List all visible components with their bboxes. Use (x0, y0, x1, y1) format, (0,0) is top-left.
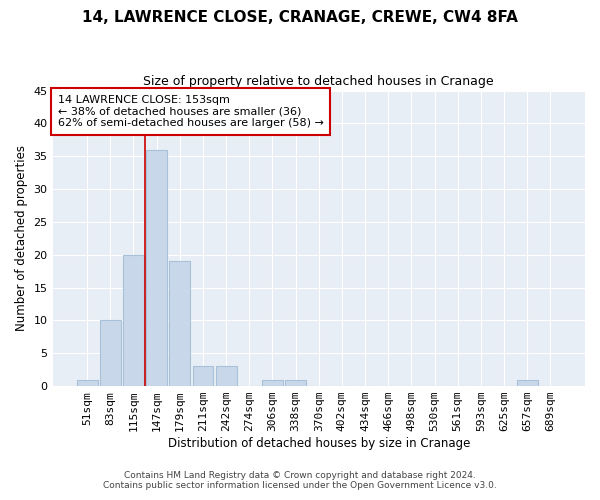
Bar (169, 262, 190, 386)
Bar (77, 380, 98, 386)
Bar (216, 366, 236, 386)
Text: 14 LAWRENCE CLOSE: 153sqm
← 38% of detached houses are smaller (36)
62% of semi-: 14 LAWRENCE CLOSE: 153sqm ← 38% of detac… (58, 95, 324, 128)
Bar (146, 150, 167, 386)
Y-axis label: Number of detached properties: Number of detached properties (15, 146, 28, 332)
Bar (193, 366, 214, 386)
Bar (262, 380, 283, 386)
Title: Size of property relative to detached houses in Cranage: Size of property relative to detached ho… (143, 75, 494, 88)
Text: 14, LAWRENCE CLOSE, CRANAGE, CREWE, CW4 8FA: 14, LAWRENCE CLOSE, CRANAGE, CREWE, CW4 … (82, 10, 518, 25)
Bar (123, 254, 144, 386)
Bar (285, 380, 306, 386)
X-axis label: Distribution of detached houses by size in Cranage: Distribution of detached houses by size … (167, 437, 470, 450)
Bar (100, 320, 121, 386)
Bar (517, 380, 538, 386)
Text: Contains HM Land Registry data © Crown copyright and database right 2024.
Contai: Contains HM Land Registry data © Crown c… (103, 470, 497, 490)
